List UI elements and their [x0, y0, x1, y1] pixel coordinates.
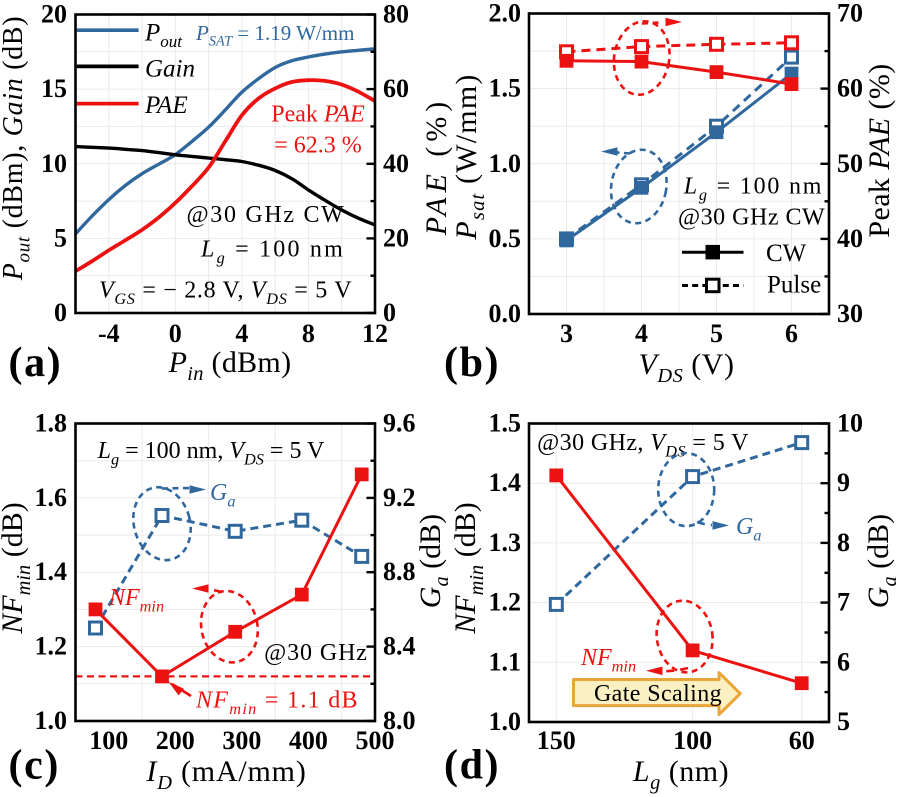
svg-text:4: 4 [235, 319, 248, 348]
svg-text:NFmin: NFmin [108, 585, 164, 616]
svg-text:Pulse: Pulse [767, 272, 821, 299]
svg-text:1.5: 1.5 [489, 409, 522, 438]
svg-text:VDS (V): VDS (V) [639, 348, 735, 387]
svg-text:0: 0 [54, 298, 67, 327]
svg-text:1.2: 1.2 [489, 588, 522, 617]
svg-text:4: 4 [635, 319, 648, 348]
svg-text:80: 80 [383, 0, 409, 29]
svg-text:5: 5 [54, 223, 67, 252]
svg-text:0.0: 0.0 [489, 299, 522, 328]
svg-text:12: 12 [362, 319, 388, 348]
svg-text:20: 20 [383, 223, 409, 252]
svg-text:8.0: 8.0 [383, 706, 416, 735]
svg-text:10: 10 [41, 149, 67, 178]
svg-text:30: 30 [837, 299, 863, 328]
svg-text:300: 300 [222, 726, 261, 755]
svg-text:1.3: 1.3 [489, 528, 522, 557]
svg-text:@30 GHz CW: @30 GHz CW [186, 202, 345, 228]
svg-text:Ga: Ga [736, 514, 761, 545]
svg-text:6: 6 [785, 319, 798, 348]
svg-text:1.0: 1.0 [35, 706, 68, 735]
svg-text:5: 5 [710, 319, 723, 348]
svg-text:Lg = 100 nm: Lg = 100 nm [683, 174, 824, 205]
svg-text:9.2: 9.2 [383, 483, 416, 512]
svg-text:NFmin: NFmin [580, 645, 636, 676]
svg-text:0.5: 0.5 [489, 224, 522, 253]
svg-text:1.2: 1.2 [35, 632, 68, 661]
svg-text:CW: CW [766, 240, 807, 267]
svg-text:1.5: 1.5 [489, 74, 522, 103]
svg-text:15: 15 [41, 74, 67, 103]
svg-text:0: 0 [383, 298, 396, 327]
svg-text:1.0: 1.0 [489, 149, 522, 178]
svg-text:Lg = 100 nm, VDS = 5 V: Lg = 100 nm, VDS = 5 V [97, 438, 325, 469]
svg-text:Pout (dBm), Gain (dB): Pout (dBm), Gain (dB) [0, 16, 35, 282]
svg-text:3: 3 [560, 319, 573, 348]
svg-text:150: 150 [537, 726, 576, 755]
svg-text:200: 200 [156, 726, 195, 755]
svg-text:6: 6 [837, 647, 850, 676]
svg-text:20: 20 [41, 0, 67, 29]
svg-text:9.6: 9.6 [383, 409, 416, 438]
svg-text:VGS = − 2.8 V, VDS = 5 V: VGS = − 2.8 V, VDS = 5 V [99, 277, 352, 308]
svg-text:8: 8 [302, 319, 315, 348]
svg-text:1.1: 1.1 [489, 647, 522, 676]
svg-text:100: 100 [89, 726, 128, 755]
svg-text:(d): (d) [444, 743, 500, 789]
svg-text:Peak PAE (%): Peak PAE (%) [863, 63, 896, 237]
svg-text:60: 60 [837, 74, 863, 103]
svg-text:Peak PAE: Peak PAE [271, 102, 365, 128]
svg-text:1.8: 1.8 [35, 409, 68, 438]
svg-text:70: 70 [837, 0, 863, 28]
svg-text:500: 500 [356, 726, 395, 755]
svg-text:Ga (dB): Ga (dB) [414, 514, 453, 608]
svg-text:Ga (dB): Ga (dB) [862, 514, 899, 608]
svg-text:400: 400 [289, 726, 328, 755]
svg-text:2.0: 2.0 [489, 0, 522, 28]
svg-text:1.6: 1.6 [35, 483, 68, 512]
svg-text:@30 GHz: @30 GHz [264, 640, 368, 666]
svg-text:-4: -4 [98, 319, 120, 348]
svg-text:Gate Scaling: Gate Scaling [594, 681, 722, 707]
svg-text:ID (mA/mm): ID (mA/mm) [145, 755, 306, 794]
svg-text:NFmin (dB): NFmin (dB) [0, 502, 35, 634]
svg-text:40: 40 [837, 224, 863, 253]
svg-text:50: 50 [837, 149, 863, 178]
svg-text:Ga: Ga [210, 480, 235, 511]
svg-text:NFmin = 1.1 dB: NFmin = 1.1 dB [195, 688, 359, 719]
svg-text:Psat (W/mm): Psat (W/mm) [450, 73, 489, 240]
svg-text:Lg = 100 nm: Lg = 100 nm [200, 236, 345, 267]
svg-text:1.0: 1.0 [489, 707, 522, 736]
svg-text:8.4: 8.4 [383, 632, 416, 661]
svg-text:= 62.3 %: = 62.3 % [274, 133, 362, 159]
svg-text:10: 10 [837, 409, 863, 438]
svg-text:9: 9 [837, 468, 850, 497]
svg-text:Pout: Pout [144, 19, 183, 51]
svg-text:5: 5 [837, 707, 850, 736]
svg-text:60: 60 [789, 726, 815, 755]
svg-text:Gain: Gain [145, 56, 195, 83]
svg-text:40: 40 [383, 149, 409, 178]
svg-text:@30 GHz CW: @30 GHz CW [678, 205, 825, 231]
svg-text:0: 0 [169, 319, 182, 348]
svg-text:1.4: 1.4 [489, 468, 522, 497]
svg-text:@30 GHz, VDS = 5 V: @30 GHz, VDS = 5 V [537, 430, 749, 461]
svg-text:(b): (b) [444, 340, 500, 386]
svg-text:(c): (c) [9, 743, 60, 789]
svg-text:1.4: 1.4 [35, 557, 68, 586]
svg-text:7: 7 [837, 588, 850, 617]
svg-text:60: 60 [383, 74, 409, 103]
svg-text:Pin (dBm): Pin (dBm) [168, 346, 292, 385]
svg-text:NFmin (dB): NFmin (dB) [449, 502, 488, 634]
svg-text:PSAT = 1.19 W/mm: PSAT = 1.19 W/mm [195, 21, 354, 50]
svg-text:PAE (%): PAE (%) [420, 97, 453, 237]
svg-text:(a): (a) [9, 340, 63, 386]
svg-text:8: 8 [837, 528, 850, 557]
svg-text:8.8: 8.8 [383, 557, 416, 586]
svg-text:PAE: PAE [144, 92, 188, 119]
svg-text:Lg (nm): Lg (nm) [632, 755, 729, 794]
svg-text:100: 100 [673, 726, 712, 755]
